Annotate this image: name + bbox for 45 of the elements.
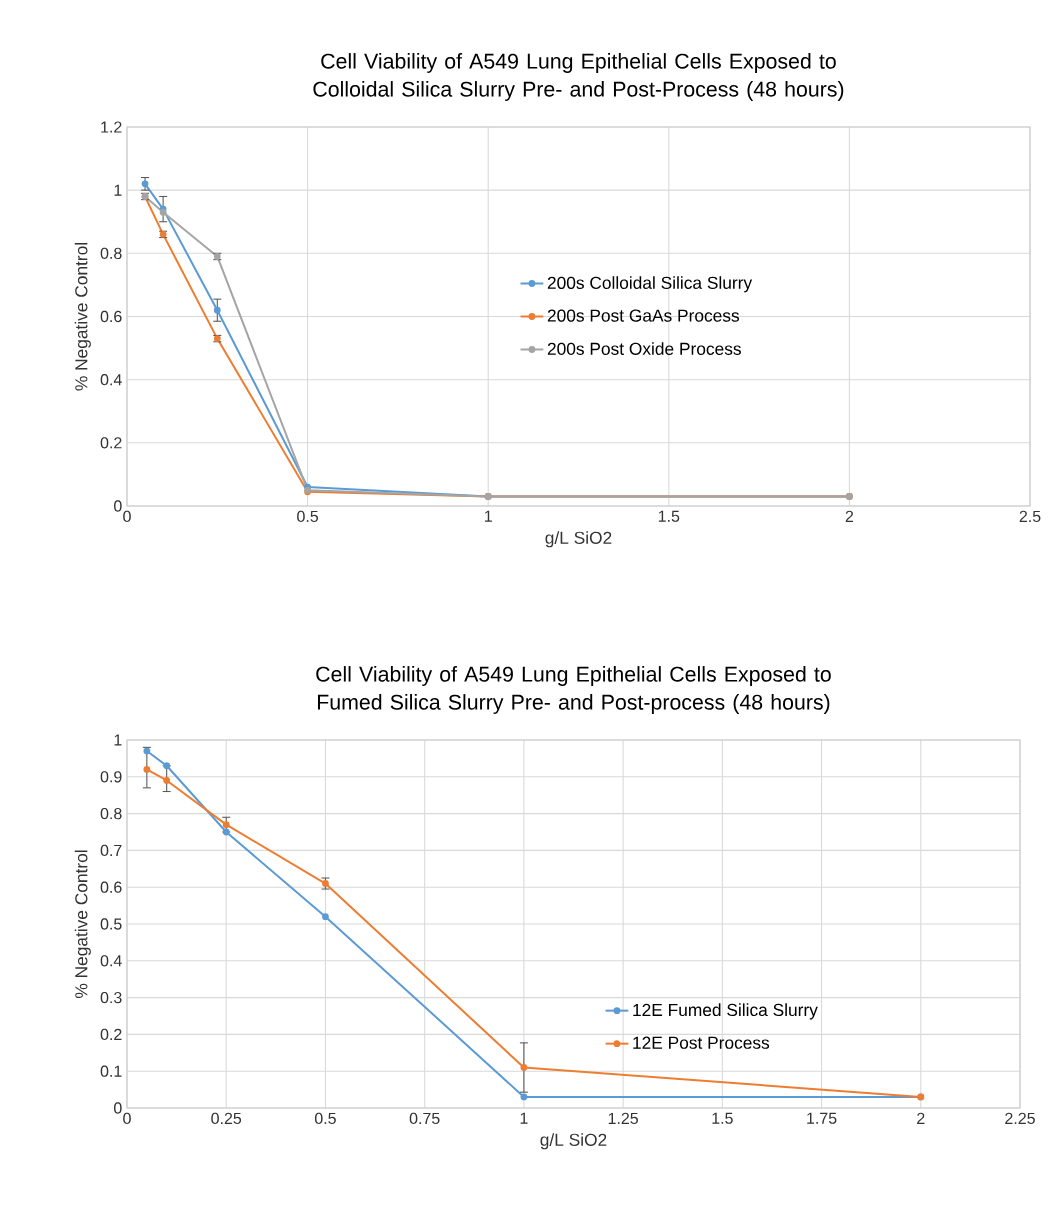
y-tick-label: 0.8	[100, 807, 122, 820]
y-tick-label: 0.8	[100, 247, 122, 259]
y-tick-label: 0	[114, 500, 122, 512]
y-tick-label: 0.2	[100, 1028, 122, 1041]
x-tick-label: 2	[845, 510, 854, 522]
x-tick-label: 1.25	[608, 1112, 638, 1125]
x-tick-label: 1.5	[712, 1112, 733, 1124]
x-tick-label: 0.5	[297, 510, 319, 523]
chart-title: Cell Viability of A549 Lung Epithelial Cells Exposed to Colloidal Silica Slurry Pre- and Post-Process (48 hours)	[313, 53, 844, 101]
y-tick-label: 0.5	[100, 918, 122, 930]
y-tick-label: 0.6	[100, 310, 122, 323]
x-tick-label: 2	[917, 1112, 925, 1124]
x-tick-label: 0.5	[314, 1112, 336, 1125]
x-axis-title: g/L SiO2	[540, 1133, 607, 1150]
y-axis-title: % Negative Control	[74, 850, 91, 999]
x-tick-label: 0.25	[211, 1112, 242, 1125]
x-tick-label: 0	[123, 510, 131, 523]
legend-label: 200s Post Oxide Process	[547, 342, 741, 355]
y-tick-label: 0.4	[100, 955, 122, 967]
x-axis-title: g/L SiO2	[545, 531, 612, 548]
x-tick-label: 1	[484, 510, 492, 522]
x-tick-label: 1	[520, 1112, 528, 1124]
x-tick-label: 2.5	[1019, 510, 1041, 523]
chart-title: Cell Viability of A549 Lung Epithelial Cells Exposed to Fumed Silica Slurry Pre- and Post-process (48 hours)	[316, 666, 831, 714]
x-tick-label: 1.75	[807, 1112, 837, 1124]
y-tick-label: 0.2	[100, 437, 122, 449]
y-axis-title: % Negative Control	[74, 243, 91, 391]
y-tick-label: 0.6	[100, 881, 122, 893]
legend-label: 12E Post Process	[633, 1036, 770, 1049]
y-tick-label: 0.9	[100, 771, 122, 783]
legend-label: 12E Fumed Silica Slurry	[633, 1003, 818, 1020]
y-tick-label: 1.2	[101, 121, 122, 133]
legend-label: 200s Post GaAs Process	[547, 309, 740, 322]
y-tick-label: 0.4	[100, 374, 122, 386]
x-tick-label: 1.5	[658, 510, 680, 522]
x-tick-label: 0	[123, 1112, 131, 1125]
y-tick-label: 1	[114, 734, 122, 746]
y-tick-label: 0.3	[100, 991, 122, 1004]
y-tick-label: 1	[114, 184, 122, 196]
x-tick-label: 2.25	[1005, 1112, 1035, 1125]
y-tick-label: 0.7	[100, 844, 122, 857]
y-tick-label: 0.1	[100, 1065, 122, 1077]
legend-label: 200s Colloidal Silica Slurry	[547, 276, 753, 293]
y-tick-label: 0	[114, 1102, 122, 1114]
x-tick-label: 0.75	[409, 1112, 440, 1125]
